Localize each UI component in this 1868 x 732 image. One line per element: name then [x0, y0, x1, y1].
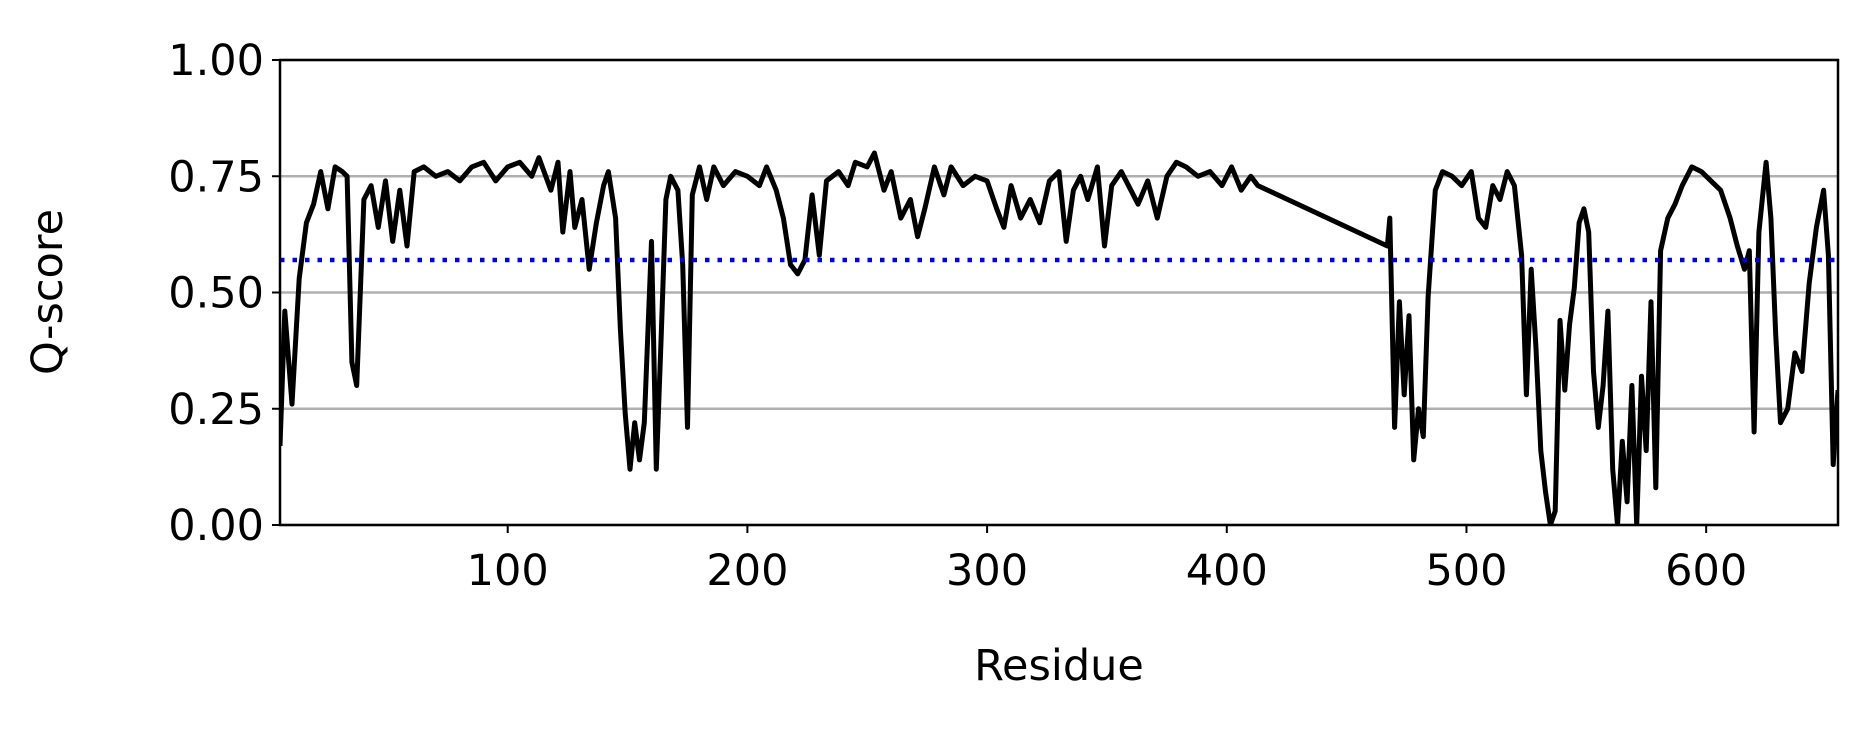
y-tick-label: 0.75	[168, 152, 264, 202]
x-tick-label: 200	[706, 546, 788, 596]
y-tick-label: 0.00	[168, 501, 264, 551]
x-axis-label: Residue	[974, 641, 1144, 691]
x-tick-label: 600	[1665, 546, 1747, 596]
x-tick-label: 400	[1186, 546, 1268, 596]
data-line	[280, 150, 1838, 525]
plot-frame	[278, 58, 1840, 527]
y-tick-label: 0.25	[168, 385, 264, 435]
x-tick-label: 100	[467, 546, 549, 596]
x-tick-label: 500	[1425, 546, 1507, 596]
y-tick-label: 0.50	[168, 269, 264, 319]
y-tick-label: 1.00	[168, 36, 264, 86]
y-axis-label: Q-score	[23, 209, 73, 375]
x-tick-label: 300	[946, 546, 1028, 596]
